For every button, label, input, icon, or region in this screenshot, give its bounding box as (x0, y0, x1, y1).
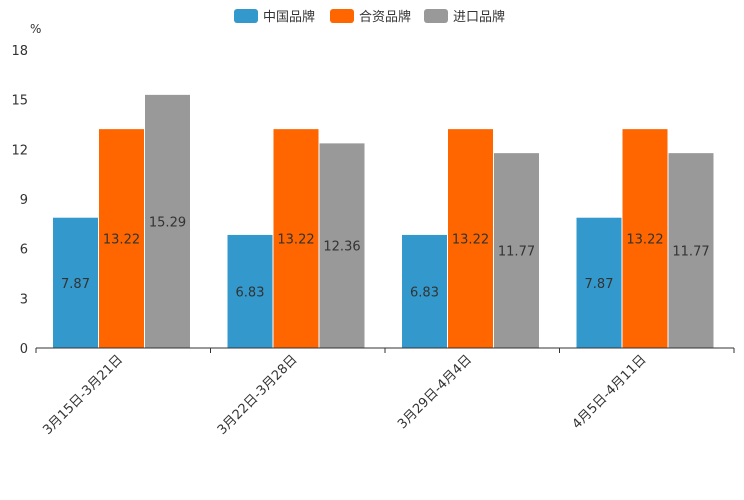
legend-label: 中国品牌 (263, 9, 315, 25)
x-axis: 3月15日-3月21日 3月22日-3月28日 3月29日-4月4日 4月5日-4月1… (35, 348, 735, 438)
bar[interactable] (448, 129, 493, 348)
bar[interactable] (99, 129, 144, 348)
bar-value-label: 7.87 (61, 277, 90, 292)
y-tick-label: 3 (20, 292, 28, 307)
bar[interactable] (622, 129, 668, 348)
y-tick-label: 6 (20, 243, 28, 258)
x-tick-label: 3月15日-3月21日 (40, 352, 126, 438)
bar-value-label: 6.83 (410, 285, 439, 300)
bar-value-label: 11.77 (672, 245, 709, 260)
legend-swatch (234, 9, 258, 23)
y-tick-label: 18 (11, 44, 28, 59)
legend-swatch (330, 9, 354, 23)
legend-swatch (424, 9, 448, 23)
value-labels: 7.87 13.22 15.29 6.83 13.22 12.36 6.83 13.22 11.… (61, 215, 710, 300)
legend-item[interactable]: 中国品牌 (234, 9, 315, 25)
bar[interactable] (273, 129, 319, 348)
bar[interactable] (668, 153, 714, 348)
legend-item[interactable]: 进口品牌 (424, 9, 505, 25)
x-tick-label: 3月29日-4月4日 (395, 352, 475, 432)
bar[interactable] (53, 217, 98, 348)
bar[interactable] (402, 234, 447, 348)
legend[interactable]: 中国品牌 合资品牌 进口品牌 (234, 9, 505, 25)
y-tick-label: 15 (11, 94, 28, 109)
bar-value-label: 15.29 (149, 215, 186, 230)
legend-label: 进口品牌 (453, 9, 505, 25)
bar[interactable] (227, 234, 273, 348)
bar[interactable] (494, 153, 539, 348)
bar[interactable] (576, 217, 622, 348)
bars (53, 94, 714, 348)
bar-value-label: 13.22 (452, 233, 489, 248)
unit-label: % (30, 22, 41, 36)
y-tick-label: 12 (11, 143, 28, 158)
y-tick-label: 0 (20, 342, 28, 357)
legend-label: 合资品牌 (359, 9, 411, 25)
bar-value-label: 13.22 (103, 233, 140, 248)
y-tick-label: 9 (20, 193, 28, 208)
y-axis: 0 3 6 9 12 15 18 (11, 44, 28, 357)
bar-value-label: 7.87 (585, 277, 614, 292)
bar[interactable] (145, 94, 190, 348)
bar-value-label: 6.83 (236, 285, 265, 300)
bar-value-label: 12.36 (323, 240, 360, 255)
bar[interactable] (319, 143, 365, 348)
bar-value-label: 13.22 (626, 233, 663, 248)
x-tick-label: 4月5日-4月11日 (570, 352, 650, 432)
legend-item[interactable]: 合资品牌 (330, 9, 411, 25)
bar-value-label: 11.77 (498, 245, 535, 260)
x-tick-label: 3月22日-3月28日 (215, 352, 301, 438)
bar-value-label: 13.22 (277, 233, 314, 248)
